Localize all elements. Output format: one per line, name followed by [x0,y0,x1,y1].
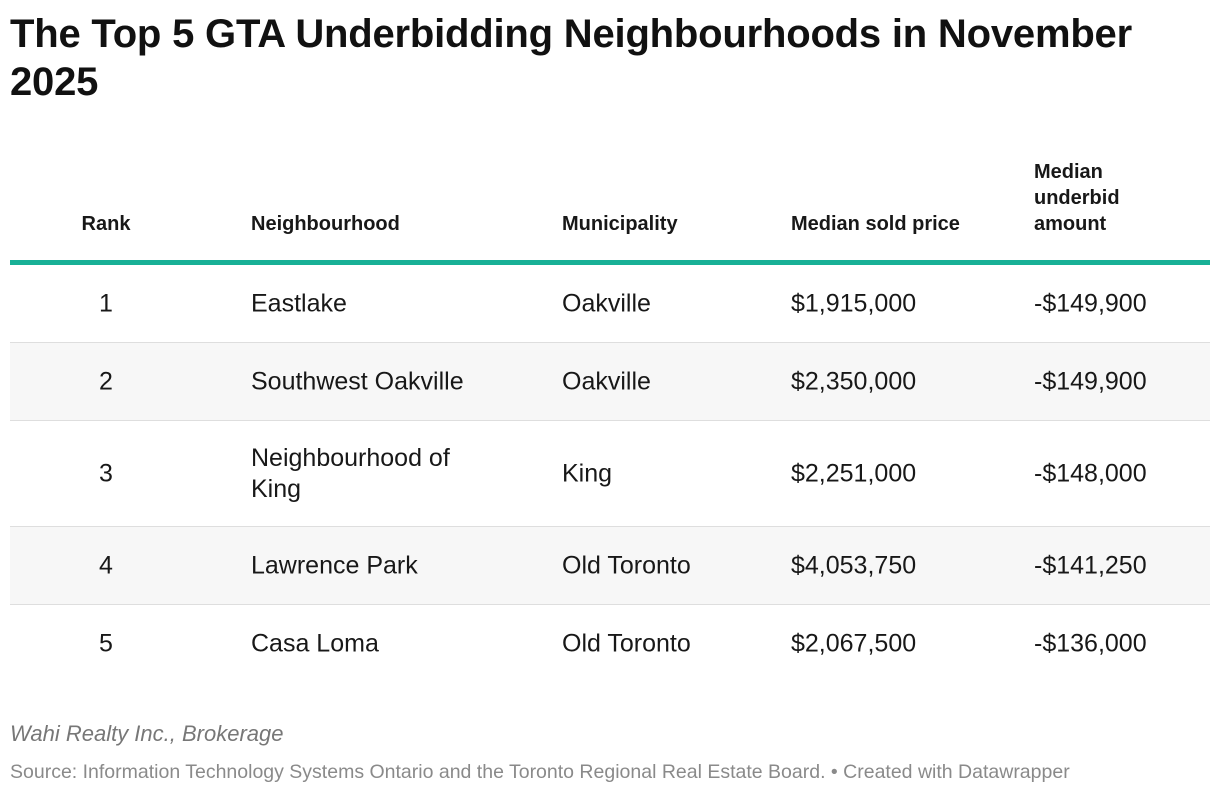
source-note: Source: Information Technology Systems O… [10,761,1070,783]
table-row: 1 Eastlake Oakville $1,915,000 -$149,900 [10,265,1210,343]
municipality-cell: Old Toronto [562,551,691,579]
rank-cell: 2 [99,367,113,395]
median-underbid-cell: -$149,900 [1034,367,1147,395]
median-underbid-cell: -$149,900 [1034,289,1147,317]
median-sold-price-cell: $2,350,000 [791,367,917,395]
table-row: 5 Casa Loma Old Toronto $2,067,500 -$136… [10,605,1210,682]
median-sold-price-cell: $4,053,750 [791,551,917,579]
table-header: Rank Neighbourhood Municipality Median s… [10,160,1210,265]
column-header-municipality[interactable]: Municipality [562,213,678,235]
neighbourhood-cell: Southwest Oakville [251,367,464,395]
municipality-cell: King [562,459,613,487]
median-underbid-cell: -$136,000 [1034,629,1147,657]
column-header-median-underbid-amount[interactable]: Median underbid amount [1034,161,1120,235]
rank-cell: 5 [99,629,113,657]
median-sold-price-cell: $2,251,000 [791,459,917,487]
chart-title: The Top 5 GTA Underbidding Neighbourhood… [10,12,1132,104]
table-row: 3 Neighbourhood of King King $2,251,000 … [10,421,1210,527]
neighbourhood-cell: Casa Loma [251,629,379,657]
rank-cell: 1 [99,289,113,317]
rank-cell: 3 [99,459,113,487]
municipality-cell: Oakville [562,367,651,395]
column-header-neighbourhood[interactable]: Neighbourhood [251,213,400,235]
data-table: Rank Neighbourhood Municipality Median s… [10,160,1210,682]
byline-note: Wahi Realty Inc., Brokerage [10,721,284,746]
median-underbid-cell: -$141,250 [1034,551,1147,579]
municipality-cell: Oakville [562,289,651,317]
table-row: 4 Lawrence Park Old Toronto $4,053,750 -… [10,527,1210,605]
median-sold-price-cell: $2,067,500 [791,629,917,657]
table-row: 2 Southwest Oakville Oakville $2,350,000… [10,343,1210,421]
neighbourhood-cell: Neighbourhood of King [251,443,450,503]
neighbourhood-cell: Eastlake [251,289,347,317]
column-header-rank[interactable]: Rank [81,213,131,235]
column-header-median-sold-price[interactable]: Median sold price [791,213,960,235]
median-underbid-cell: -$148,000 [1034,459,1147,487]
median-sold-price-cell: $1,915,000 [791,289,917,317]
municipality-cell: Old Toronto [562,629,691,657]
neighbourhood-cell: Lawrence Park [251,551,418,579]
rank-cell: 4 [99,551,113,579]
